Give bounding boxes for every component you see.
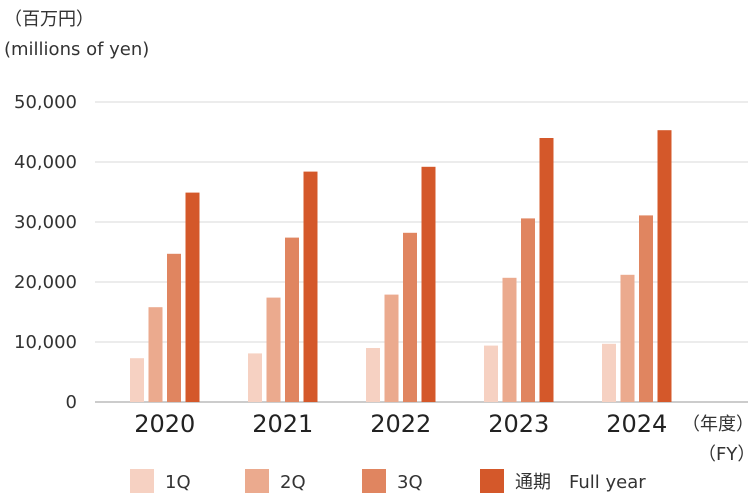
bar-2024-通期	[657, 130, 672, 402]
legend-label: 通期 Full year	[515, 472, 646, 493]
bar-2022-3Q	[403, 232, 417, 402]
legend-swatch	[362, 469, 386, 493]
bar-2020-通期	[185, 192, 200, 402]
bar-2021-1Q	[248, 353, 262, 402]
bar-2024-2Q	[620, 274, 635, 402]
legend-swatch	[245, 469, 269, 493]
bar-2021-3Q	[285, 237, 299, 402]
y-tick-label: 50,000	[14, 92, 77, 113]
legend-label: 2Q	[280, 472, 306, 493]
unit-label-en: (millions of yen)	[4, 39, 149, 60]
y-axis-ticks: 0 10,000 20,000 30,000 40,000 50,000	[14, 92, 77, 413]
x-category-label: 2023	[488, 410, 549, 438]
bar-2021-2Q	[266, 297, 281, 402]
bar-2023-3Q	[521, 218, 535, 402]
bar-2024-3Q	[639, 215, 653, 402]
bar-2024-1Q	[602, 343, 616, 402]
fiscal-year-label-jp: （年度）	[682, 414, 750, 435]
legend-label: 3Q	[397, 472, 423, 493]
unit-label-jp: （百万円）	[4, 9, 94, 30]
x-axis-categories: 2020 2021 2022 2023 2024	[134, 410, 667, 438]
bar-2021-通期	[303, 171, 318, 402]
bar-2023-2Q	[502, 277, 517, 402]
legend-label: 1Q	[165, 472, 191, 493]
legend: 1Q 2Q 3Q 通期 Full year	[130, 469, 646, 493]
bar-2022-2Q	[384, 294, 399, 402]
y-tick-label: 30,000	[14, 212, 77, 233]
bar-2020-1Q	[130, 358, 144, 402]
bar-2022-1Q	[366, 348, 380, 402]
bars	[130, 130, 672, 402]
y-tick-label: 20,000	[14, 272, 77, 293]
bar-2022-通期	[421, 166, 436, 402]
x-category-label: 2024	[606, 410, 667, 438]
x-category-label: 2022	[370, 410, 431, 438]
legend-swatch	[130, 469, 154, 493]
bar-2020-2Q	[148, 307, 163, 402]
bar-2020-3Q	[167, 253, 181, 402]
legend-swatch	[480, 469, 504, 493]
bar-2023-通期	[539, 138, 554, 402]
fiscal-year-label-en: （FY）	[698, 444, 750, 465]
y-tick-label: 0	[66, 392, 77, 413]
y-tick-label: 40,000	[14, 152, 77, 173]
x-category-label: 2020	[134, 410, 195, 438]
y-tick-label: 10,000	[14, 332, 77, 353]
x-category-label: 2021	[252, 410, 313, 438]
bar-2023-1Q	[484, 345, 498, 402]
